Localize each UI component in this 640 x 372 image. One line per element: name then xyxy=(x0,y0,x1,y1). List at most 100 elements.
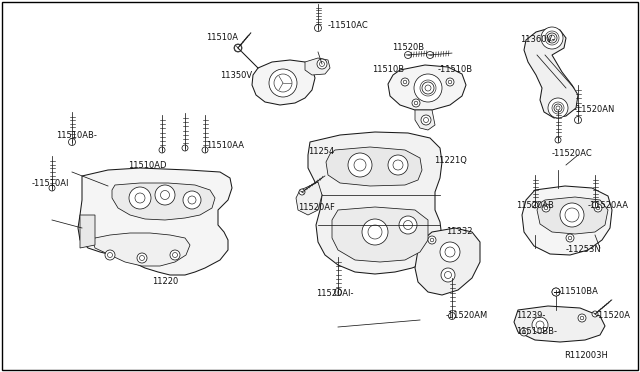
Text: -11520AC: -11520AC xyxy=(552,148,593,157)
Circle shape xyxy=(236,46,240,50)
Text: -11510AI: -11510AI xyxy=(32,180,70,189)
Circle shape xyxy=(49,185,55,191)
Circle shape xyxy=(532,317,548,333)
Text: 11510B: 11510B xyxy=(372,65,404,74)
Circle shape xyxy=(420,80,436,96)
Circle shape xyxy=(578,314,586,322)
Circle shape xyxy=(414,74,442,102)
Circle shape xyxy=(592,202,598,208)
Text: 11254: 11254 xyxy=(308,148,334,157)
Circle shape xyxy=(445,247,455,257)
Circle shape xyxy=(404,51,412,58)
Circle shape xyxy=(422,82,434,94)
Circle shape xyxy=(393,160,403,170)
Circle shape xyxy=(430,238,434,242)
Text: 11220: 11220 xyxy=(152,278,179,286)
Circle shape xyxy=(449,312,456,320)
Circle shape xyxy=(568,236,572,240)
Circle shape xyxy=(425,85,431,91)
Circle shape xyxy=(388,155,408,175)
Text: 11510BB-: 11510BB- xyxy=(516,327,557,337)
Circle shape xyxy=(428,236,436,244)
Text: 11520B: 11520B xyxy=(392,44,424,52)
Text: -11520A: -11520A xyxy=(596,311,631,321)
Text: 11520AF: 11520AF xyxy=(298,203,335,212)
Circle shape xyxy=(317,59,327,69)
Polygon shape xyxy=(326,147,422,186)
Polygon shape xyxy=(388,65,466,110)
Circle shape xyxy=(314,25,321,32)
Circle shape xyxy=(234,45,241,51)
Circle shape xyxy=(105,250,115,260)
Circle shape xyxy=(441,268,455,282)
Circle shape xyxy=(401,78,409,86)
Circle shape xyxy=(580,316,584,320)
Circle shape xyxy=(170,250,180,260)
Circle shape xyxy=(547,33,557,43)
Circle shape xyxy=(549,35,555,41)
Circle shape xyxy=(542,204,550,212)
Circle shape xyxy=(403,80,407,84)
Text: 11510A: 11510A xyxy=(206,33,238,42)
Circle shape xyxy=(556,106,560,110)
Circle shape xyxy=(554,290,558,294)
Circle shape xyxy=(520,328,528,336)
Text: 11332: 11332 xyxy=(446,228,472,237)
Circle shape xyxy=(555,137,561,143)
Text: 11350V: 11350V xyxy=(220,71,252,80)
Text: 11510AD: 11510AD xyxy=(128,160,166,170)
Text: 11520AB: 11520AB xyxy=(516,202,554,211)
Text: 11510AB-: 11510AB- xyxy=(56,131,97,141)
Circle shape xyxy=(532,202,538,208)
Text: R112003H: R112003H xyxy=(564,352,608,360)
Text: 11520AI-: 11520AI- xyxy=(316,289,353,298)
Polygon shape xyxy=(78,168,232,275)
Circle shape xyxy=(566,234,574,242)
Polygon shape xyxy=(252,60,315,105)
Text: 11510AA: 11510AA xyxy=(206,141,244,151)
Circle shape xyxy=(354,159,366,171)
Circle shape xyxy=(183,191,201,209)
Circle shape xyxy=(399,216,417,234)
Circle shape xyxy=(596,206,600,210)
Text: -11253N: -11253N xyxy=(566,246,602,254)
Circle shape xyxy=(575,116,582,124)
Circle shape xyxy=(362,219,388,245)
Text: 11239-: 11239- xyxy=(516,311,545,321)
Circle shape xyxy=(548,98,568,118)
Polygon shape xyxy=(296,182,322,215)
Circle shape xyxy=(412,99,420,107)
Circle shape xyxy=(594,204,602,212)
Circle shape xyxy=(173,253,177,257)
Circle shape xyxy=(234,44,242,52)
Polygon shape xyxy=(305,58,330,75)
Circle shape xyxy=(445,272,451,279)
Polygon shape xyxy=(112,183,215,220)
Circle shape xyxy=(522,330,526,334)
Circle shape xyxy=(552,288,560,296)
Circle shape xyxy=(403,221,413,230)
Circle shape xyxy=(421,115,431,125)
Circle shape xyxy=(68,138,76,145)
Circle shape xyxy=(446,78,454,86)
Circle shape xyxy=(448,80,452,84)
Polygon shape xyxy=(415,228,480,295)
Polygon shape xyxy=(93,233,190,266)
Text: -11520AM: -11520AM xyxy=(446,311,488,321)
Polygon shape xyxy=(332,207,428,262)
Circle shape xyxy=(536,321,544,329)
Circle shape xyxy=(108,253,113,257)
Circle shape xyxy=(159,147,165,153)
Circle shape xyxy=(274,74,292,92)
Circle shape xyxy=(129,187,151,209)
Circle shape xyxy=(299,189,305,195)
Text: -11510BA: -11510BA xyxy=(558,288,599,296)
Polygon shape xyxy=(80,215,95,248)
Circle shape xyxy=(335,289,342,295)
Circle shape xyxy=(544,206,548,210)
Circle shape xyxy=(414,101,418,105)
Circle shape xyxy=(137,253,147,263)
Text: -11520AN: -11520AN xyxy=(574,106,616,115)
Text: -11510AC: -11510AC xyxy=(328,22,369,31)
Circle shape xyxy=(545,31,559,45)
